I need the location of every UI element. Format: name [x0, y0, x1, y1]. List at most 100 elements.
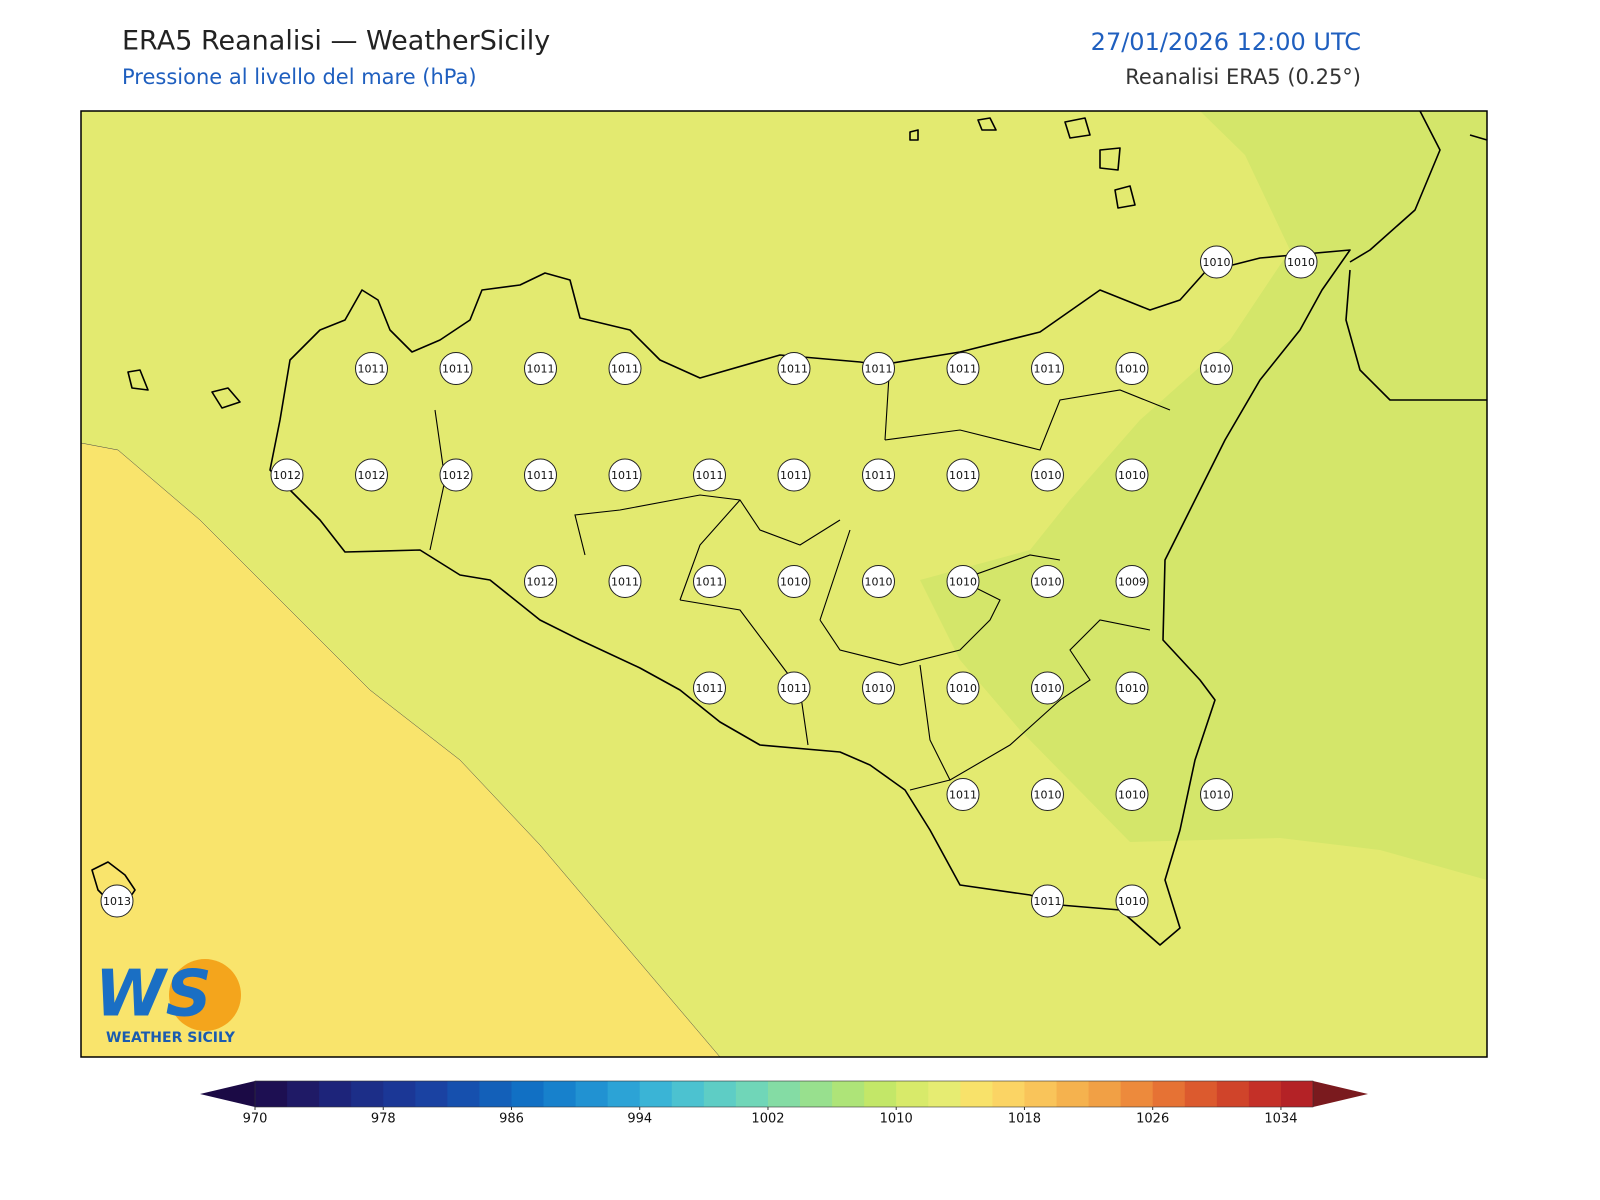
station-label: 1010 [1203, 256, 1231, 269]
station-marker [1031, 884, 1064, 918]
station-label: 1011 [611, 469, 639, 482]
station-label: 1010 [1118, 363, 1146, 376]
station-label: 1011 [696, 682, 724, 695]
colorbar-segment [447, 1081, 480, 1107]
colorbar-segment [928, 1081, 961, 1107]
colorbar-segment [800, 1081, 833, 1107]
station-label: 1010 [1034, 576, 1062, 589]
station-label: 1011 [527, 469, 555, 482]
colorbar-under [200, 1081, 255, 1107]
station-marker [1115, 565, 1149, 598]
stations: 1010 1010 1011 1011 1011 1011 1011 1011 1011 1011… [100, 245, 1318, 918]
station-label: 1010 [1203, 789, 1231, 802]
station-marker [355, 458, 388, 492]
station-marker [1200, 245, 1233, 279]
station-label: 1011 [780, 469, 808, 482]
station-marker [1284, 245, 1318, 279]
station-marker [1115, 884, 1149, 918]
station-marker [1115, 458, 1149, 492]
station-label: 1011 [780, 682, 808, 695]
colorbar-segment [832, 1081, 865, 1107]
station-marker [439, 458, 473, 492]
station-marker [1200, 352, 1233, 385]
title: ERA5 Reanalisi — WeatherSicily [122, 26, 550, 57]
colorbar-segment [351, 1081, 384, 1107]
station-marker [524, 458, 557, 492]
station-label: 1010 [1034, 789, 1062, 802]
station-label: 1011 [949, 469, 977, 482]
station-marker [862, 671, 895, 705]
station-marker [270, 458, 304, 492]
map: 1010 1010 1011 1011 1011 1011 1011 1011 1011 1011… [80, 110, 1488, 1058]
colorbar-tick-label: 1018 [1008, 1112, 1041, 1127]
colorbar-segment [639, 1081, 673, 1107]
station-marker [608, 565, 642, 598]
station-label: 1011 [780, 363, 808, 376]
station-marker [946, 352, 980, 385]
colorbar-over [1313, 1081, 1368, 1107]
station-marker [100, 884, 134, 918]
station-marker [946, 565, 980, 598]
colorbar-frame [254, 1080, 1314, 1108]
station-marker [608, 352, 642, 385]
station-marker [1031, 671, 1064, 705]
station-marker [1031, 778, 1064, 811]
station-marker [355, 352, 388, 385]
sicily-coast [269, 249, 1351, 946]
station-label: 1011 [865, 469, 893, 482]
colorbar-tick-label: 1026 [1136, 1112, 1169, 1127]
station-marker [1115, 352, 1149, 385]
colorbar-segment [511, 1081, 545, 1107]
station-label: 1010 [1118, 682, 1146, 695]
station-label: 1011 [358, 363, 386, 376]
station-marker [1115, 778, 1149, 811]
logo-text: WEATHER SICILY [106, 1030, 236, 1046]
station-marker [946, 671, 980, 705]
station-label: 1010 [1118, 469, 1146, 482]
colorbar-tick-label: 994 [627, 1112, 652, 1127]
station-marker [693, 671, 726, 705]
station-label: 1011 [949, 789, 977, 802]
station-label: 1012 [273, 469, 301, 482]
station-label: 1011 [611, 363, 639, 376]
colorbar-segment [671, 1081, 705, 1107]
colorbar-segment [479, 1081, 512, 1107]
colorbar-segment [383, 1081, 416, 1107]
colorbar-segment [607, 1081, 641, 1107]
colorbar-segment [1024, 1081, 1058, 1107]
station-label: 1012 [527, 576, 555, 589]
station-label: 1011 [696, 576, 724, 589]
subtitle: Pressione al livello del mare (hPa) [122, 65, 477, 89]
colorbar-segment [1120, 1081, 1154, 1107]
logo-sun [169, 959, 241, 1031]
colorbar-tick-label: 1034 [1264, 1112, 1297, 1127]
colorbar-segment [1152, 1081, 1186, 1107]
colorbar-tick-label: 986 [499, 1112, 524, 1127]
colorbar-segment [319, 1081, 352, 1107]
colorbar-segment [1280, 1081, 1314, 1107]
station-label: 1013 [103, 895, 131, 908]
colorbar-segment [735, 1081, 769, 1107]
station-marker [1031, 352, 1064, 385]
station-label: 1010 [780, 576, 808, 589]
calabria-coast [1345, 110, 1488, 401]
station-marker [1115, 671, 1149, 705]
station-label: 1011 [696, 469, 724, 482]
station-marker [608, 458, 642, 492]
station-label: 1010 [949, 576, 977, 589]
station-label: 1010 [949, 682, 977, 695]
colorbar-segment [255, 1081, 288, 1107]
station-marker [946, 458, 980, 492]
station-label: 1009 [1118, 576, 1146, 589]
colorbar-segment [1248, 1081, 1282, 1107]
source: Reanalisi ERA5 (0.25°) [1125, 65, 1361, 89]
station-marker [1031, 458, 1064, 492]
station-label: 1010 [1034, 682, 1062, 695]
colorbar-segment [703, 1081, 737, 1107]
station-marker [862, 458, 895, 492]
colorbar-tick-label: 978 [371, 1112, 396, 1127]
colorbar-segment [896, 1081, 929, 1107]
station-label: 1011 [527, 363, 555, 376]
station-label: 1011 [442, 363, 470, 376]
